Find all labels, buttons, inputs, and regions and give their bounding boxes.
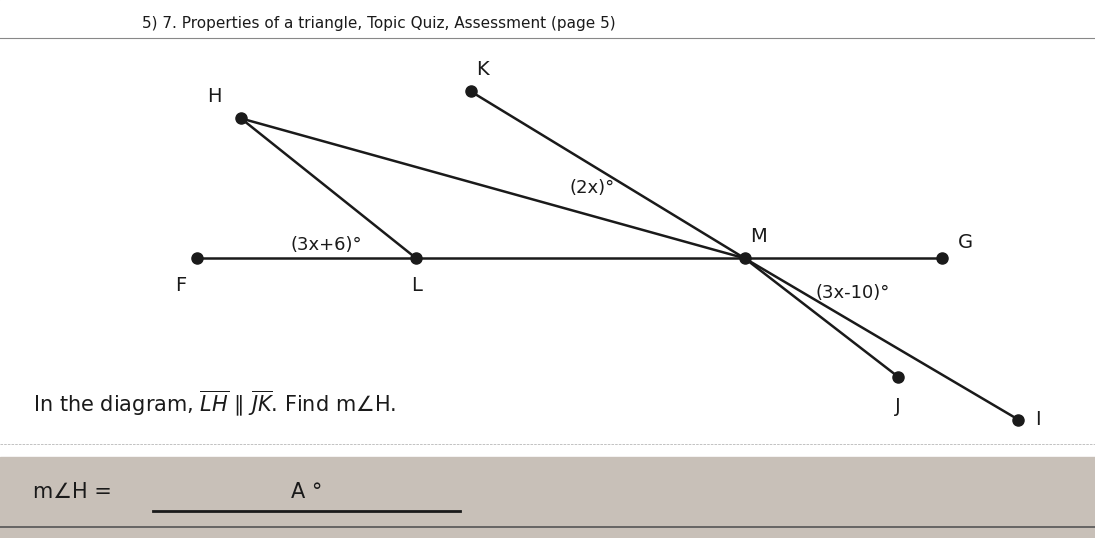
Text: H: H: [207, 87, 221, 107]
Text: In the diagram, $\overline{LH}$ ∥ $\overline{JK}$. Find m∠H.: In the diagram, $\overline{LH}$ ∥ $\over…: [33, 389, 396, 418]
Text: 5) 7. Properties of a triangle, Topic Quiz, Assessment (page 5): 5) 7. Properties of a triangle, Topic Qu…: [142, 16, 616, 31]
Text: F: F: [175, 275, 186, 295]
Text: (3x+6)°: (3x+6)°: [290, 236, 361, 254]
Text: L: L: [411, 275, 422, 295]
Text: M: M: [750, 227, 766, 246]
Text: I: I: [1035, 410, 1040, 429]
Text: A °: A °: [291, 482, 322, 502]
Text: m∠H =: m∠H =: [33, 482, 112, 502]
Text: K: K: [476, 60, 489, 80]
Text: (3x-10)°: (3x-10)°: [816, 284, 890, 302]
Text: J: J: [895, 397, 901, 416]
Text: G: G: [958, 232, 973, 252]
Text: (2x)°: (2x)°: [569, 179, 614, 197]
